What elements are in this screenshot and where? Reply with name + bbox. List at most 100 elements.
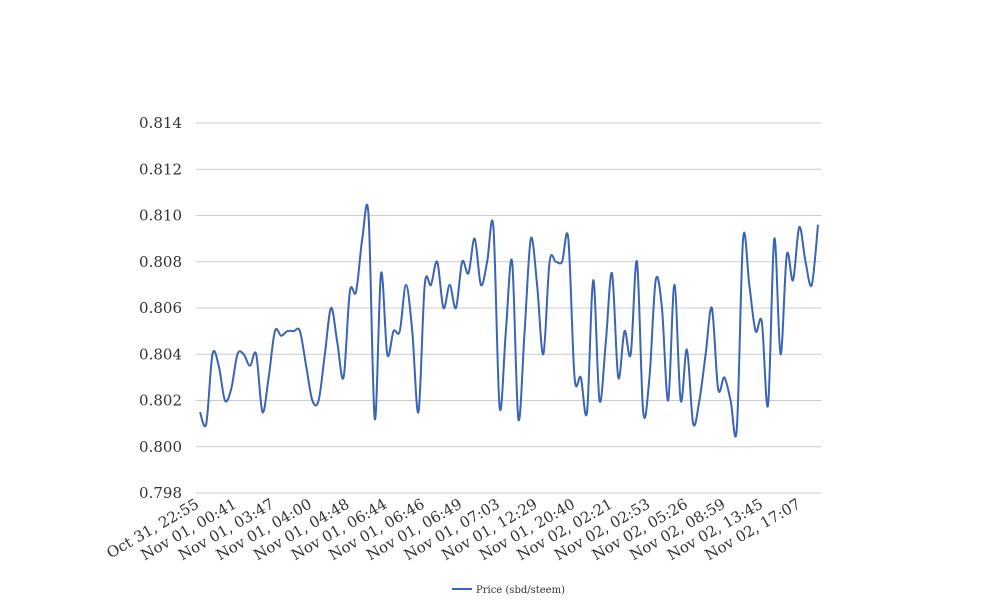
gridlines xyxy=(196,122,821,494)
data-point xyxy=(378,270,384,276)
data-point xyxy=(322,351,328,357)
data-point xyxy=(440,305,446,311)
data-point xyxy=(728,398,734,404)
data-point xyxy=(803,259,809,265)
data-point xyxy=(578,374,584,380)
data-point xyxy=(409,328,415,334)
data-point xyxy=(771,236,777,242)
data-point xyxy=(790,277,796,283)
data-point xyxy=(316,398,322,404)
data-point xyxy=(415,409,421,415)
data-point xyxy=(615,374,621,380)
data-point xyxy=(559,259,565,265)
y-tick-label: 0.812 xyxy=(139,160,182,178)
data-point xyxy=(590,277,596,283)
data-point xyxy=(397,328,403,334)
data-point xyxy=(372,416,378,422)
data-point xyxy=(366,213,372,219)
y-tick-label: 0.806 xyxy=(139,299,182,317)
data-point xyxy=(309,398,315,404)
data-point xyxy=(634,259,640,265)
data-point xyxy=(746,282,752,288)
data-point xyxy=(540,351,546,357)
data-point xyxy=(478,282,484,288)
legend-label-price: Price (sbd/steem) xyxy=(476,585,565,596)
y-tick-label: 0.808 xyxy=(139,253,182,271)
data-point xyxy=(565,236,571,242)
data-point xyxy=(303,363,309,369)
data-point xyxy=(284,328,290,334)
data-point xyxy=(684,347,690,353)
data-point xyxy=(465,270,471,276)
data-point xyxy=(347,289,353,295)
data-point xyxy=(484,259,490,265)
y-tick-label: 0.800 xyxy=(139,438,182,456)
data-point xyxy=(759,319,765,325)
data-point xyxy=(241,351,247,357)
data-point xyxy=(278,333,284,339)
data-point xyxy=(272,328,278,334)
data-point xyxy=(653,277,659,283)
data-point xyxy=(353,289,359,295)
data-point xyxy=(509,259,515,265)
data-point xyxy=(709,305,715,311)
data-point xyxy=(584,409,590,415)
data-point xyxy=(297,328,303,334)
data-point xyxy=(434,259,440,265)
data-point xyxy=(428,282,434,288)
data-point xyxy=(621,328,627,334)
data-point xyxy=(671,282,677,288)
data-point xyxy=(490,224,496,230)
data-point xyxy=(609,270,615,276)
data-point xyxy=(753,328,759,334)
data-point xyxy=(228,386,234,392)
data-point xyxy=(234,351,240,357)
data-point xyxy=(503,328,509,334)
data-point xyxy=(515,416,521,422)
data-point xyxy=(247,363,253,369)
data-point xyxy=(403,282,409,288)
data-point xyxy=(740,236,746,242)
data-point xyxy=(721,374,727,380)
data-point xyxy=(734,425,740,431)
data-point xyxy=(665,398,671,404)
series-lines xyxy=(197,203,821,438)
data-point xyxy=(253,351,259,357)
data-point xyxy=(547,259,553,265)
data-point xyxy=(197,409,203,415)
data-point xyxy=(534,282,540,288)
data-point xyxy=(266,374,272,380)
data-point xyxy=(359,236,365,242)
data-point xyxy=(291,328,297,334)
data-point xyxy=(553,259,559,265)
data-point xyxy=(659,305,665,311)
data-point xyxy=(690,421,696,427)
data-point xyxy=(597,398,603,404)
data-point xyxy=(222,398,228,404)
y-axis-tick-labels: 0.798 0.800 0.802 0.804 0.806 0.808 0.810 0.812… xyxy=(139,114,182,502)
data-point xyxy=(796,224,802,230)
data-point xyxy=(572,374,578,380)
data-point xyxy=(678,398,684,404)
data-point xyxy=(334,340,340,346)
data-point xyxy=(447,282,453,288)
data-point xyxy=(715,386,721,392)
data-point xyxy=(628,351,634,357)
data-point xyxy=(809,282,815,288)
data-point xyxy=(422,282,428,288)
data-point xyxy=(815,222,821,228)
data-point xyxy=(603,340,609,346)
data-point xyxy=(784,252,790,258)
data-point xyxy=(522,328,528,334)
data-point xyxy=(497,404,503,410)
data-point xyxy=(765,402,771,408)
series-line-0 xyxy=(199,203,819,438)
data-point xyxy=(696,398,702,404)
legend: Price (sbd/steem) xyxy=(452,585,565,596)
data-point xyxy=(528,236,534,242)
data-point xyxy=(216,363,222,369)
data-point xyxy=(778,351,784,357)
data-point xyxy=(640,409,646,415)
data-point xyxy=(341,374,347,380)
